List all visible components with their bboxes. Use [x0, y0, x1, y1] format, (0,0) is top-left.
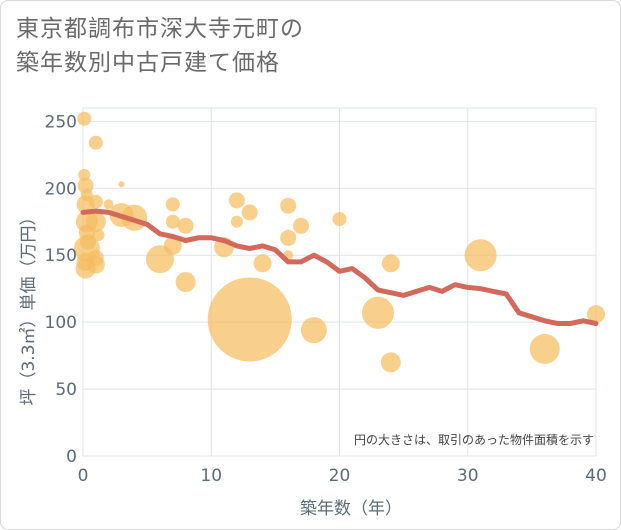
bubble-point [280, 197, 297, 214]
bubble-point [165, 197, 180, 212]
bubble-point [86, 255, 105, 274]
x-tick-label: 0 [78, 466, 89, 486]
bubble-point [85, 211, 106, 232]
x-axis-label: 築年数（年） [300, 499, 402, 519]
y-tick-label: 250 [45, 112, 77, 132]
tick-labels: 0 10 20 30 40 0 50 100 150 200 250 [45, 112, 607, 486]
chart-title-line-2: 築年数別中古戸建て価格 [16, 50, 280, 76]
bubble-point [165, 214, 180, 229]
average-price-line [80, 208, 599, 326]
bubble-point [380, 352, 401, 373]
bubble-point [77, 177, 94, 194]
bubble-point [241, 204, 258, 221]
bubble-point [464, 239, 497, 272]
bubble-point [332, 212, 347, 227]
bubble-point [177, 217, 194, 234]
gridlines [82, 107, 597, 457]
bubble-point [361, 296, 394, 329]
bubble-point [207, 277, 292, 362]
bubble-point [293, 217, 310, 234]
y-axis-label: 坪（3.3㎡）単価（万円） [19, 208, 39, 405]
bubble-point [163, 236, 182, 255]
bubble-point [381, 254, 400, 273]
bubble-point [118, 181, 125, 188]
bubble-point [587, 305, 605, 324]
x-tick-label: 10 [200, 466, 222, 486]
bubble-point [88, 135, 103, 150]
bubble-point [175, 272, 196, 292]
bubble-point [92, 229, 105, 242]
bubble-point [280, 229, 297, 246]
bubble-point [230, 215, 243, 228]
x-tick-label: 20 [329, 466, 351, 486]
y-tick-label: 100 [45, 313, 77, 333]
bubble-point [103, 199, 114, 210]
bubble-layer [73, 111, 605, 373]
bubble-point [529, 333, 560, 364]
y-tick-label: 50 [55, 380, 77, 400]
size-annotation: 円の大きさは、取引のあった物件面積を示す [354, 432, 594, 447]
bubble-point [228, 192, 245, 209]
x-tick-label: 30 [457, 466, 479, 486]
chart-title: 東京都調布市深大寺元町の 築年数別中古戸建て価格 [16, 12, 304, 80]
chart-title-line-1: 東京都調布市深大寺元町の [16, 16, 304, 42]
y-tick-label: 150 [45, 246, 77, 266]
bubble-point [77, 111, 92, 126]
y-tick-label: 200 [45, 179, 77, 199]
x-tick-label: 40 [585, 466, 607, 486]
bubble-point [300, 317, 327, 344]
bubble-point [88, 194, 103, 209]
average-line-layer [80, 208, 599, 326]
bubble-point [253, 254, 272, 273]
y-tick-label: 0 [66, 447, 77, 467]
